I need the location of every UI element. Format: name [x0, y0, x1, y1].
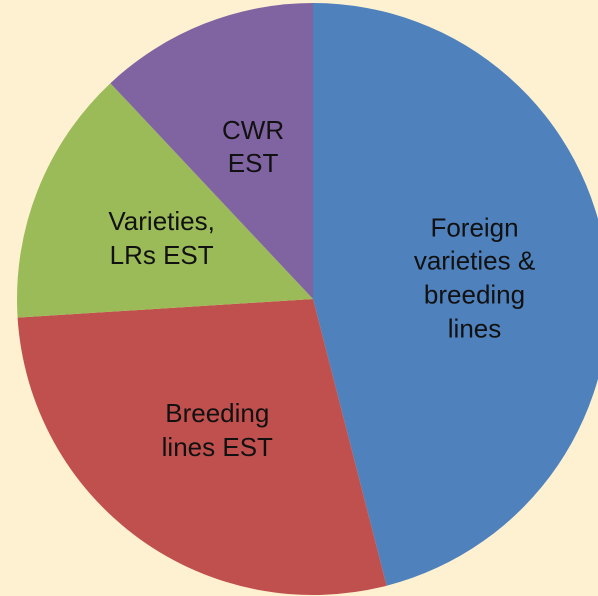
pie-slice [17, 299, 387, 596]
pie-slice [17, 83, 314, 318]
pie-slice [313, 3, 598, 586]
slice-label: CWR EST [222, 114, 285, 179]
slice-label: Foreign varieties & breeding lines [413, 212, 536, 344]
pie-slice [110, 3, 313, 299]
slice-label: Varieties, LRs EST [108, 206, 215, 271]
slice-label: Breeding lines EST [161, 397, 273, 462]
